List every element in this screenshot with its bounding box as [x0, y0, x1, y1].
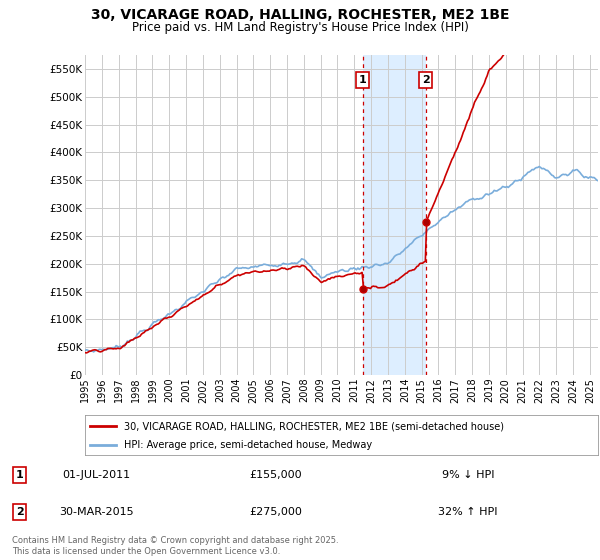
Text: Contains HM Land Registry data © Crown copyright and database right 2025.: Contains HM Land Registry data © Crown c…	[12, 536, 338, 545]
Text: 30, VICARAGE ROAD, HALLING, ROCHESTER, ME2 1BE: 30, VICARAGE ROAD, HALLING, ROCHESTER, M…	[91, 8, 509, 22]
Text: 2: 2	[422, 75, 430, 85]
Text: £155,000: £155,000	[250, 470, 302, 480]
Text: 1: 1	[359, 75, 367, 85]
Text: HPI: Average price, semi-detached house, Medway: HPI: Average price, semi-detached house,…	[124, 440, 372, 450]
Text: £275,000: £275,000	[250, 507, 302, 517]
Text: 9% ↓ HPI: 9% ↓ HPI	[442, 470, 494, 480]
Text: Price paid vs. HM Land Registry's House Price Index (HPI): Price paid vs. HM Land Registry's House …	[131, 21, 469, 34]
Bar	[363, 55, 426, 375]
Text: 01-JUL-2011: 01-JUL-2011	[62, 470, 130, 480]
Text: 32% ↑ HPI: 32% ↑ HPI	[438, 507, 498, 517]
Text: This data is licensed under the Open Government Licence v3.0.: This data is licensed under the Open Gov…	[12, 548, 280, 557]
Text: 30, VICARAGE ROAD, HALLING, ROCHESTER, ME2 1BE (semi-detached house): 30, VICARAGE ROAD, HALLING, ROCHESTER, M…	[124, 421, 503, 431]
Text: 2: 2	[16, 507, 23, 517]
Text: 30-MAR-2015: 30-MAR-2015	[59, 507, 133, 517]
Text: 1: 1	[16, 470, 23, 480]
